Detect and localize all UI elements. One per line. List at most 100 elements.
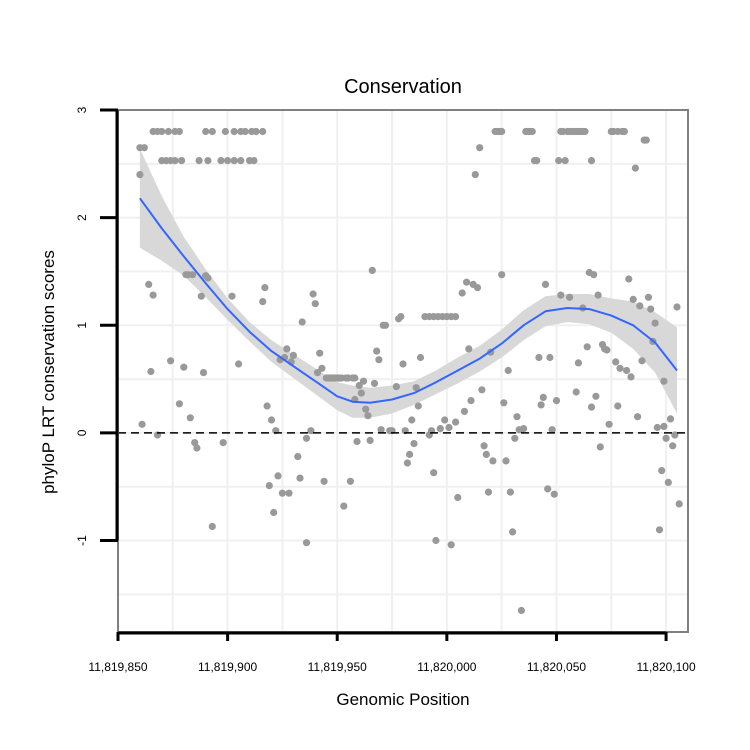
data-point xyxy=(513,413,521,421)
data-point xyxy=(574,359,583,367)
data-point xyxy=(208,127,216,136)
data-point xyxy=(414,402,422,410)
data-point xyxy=(620,127,629,136)
data-point xyxy=(465,345,473,353)
data-point xyxy=(463,278,471,286)
x-tick-label: 11,819,950 xyxy=(308,660,367,674)
data-point xyxy=(140,144,148,152)
data-point xyxy=(259,298,267,306)
data-point xyxy=(460,407,468,415)
data-point xyxy=(274,472,282,480)
data-point xyxy=(259,127,267,136)
data-point xyxy=(520,425,528,433)
data-point xyxy=(410,440,418,448)
data-point xyxy=(375,356,383,364)
data-point xyxy=(175,400,183,408)
data-point xyxy=(596,443,604,451)
data-point xyxy=(221,127,229,136)
data-point xyxy=(636,302,644,310)
data-point xyxy=(145,280,153,288)
data-point xyxy=(612,358,620,366)
data-point xyxy=(647,305,655,313)
data-point xyxy=(265,482,273,490)
data-point xyxy=(219,439,227,447)
data-point xyxy=(195,157,203,165)
data-point xyxy=(283,345,291,353)
data-point xyxy=(441,416,449,424)
data-point xyxy=(480,442,488,450)
data-point xyxy=(199,369,208,377)
data-point xyxy=(581,127,589,136)
data-point xyxy=(658,467,666,475)
data-point xyxy=(548,426,556,434)
data-point xyxy=(167,357,175,365)
x-axis-title: Genomic Position xyxy=(336,690,469,709)
data-point xyxy=(471,171,479,179)
data-point xyxy=(651,319,659,327)
data-point xyxy=(381,321,390,329)
y-axis-title: phyloP LRT conservation scores xyxy=(39,250,58,494)
data-point xyxy=(447,541,455,549)
data-point xyxy=(230,157,238,165)
data-point xyxy=(237,157,245,165)
smooth-line xyxy=(139,197,678,404)
data-point xyxy=(572,388,580,396)
data-point xyxy=(614,402,622,410)
data-point xyxy=(357,389,365,397)
data-point xyxy=(285,489,293,497)
data-point xyxy=(533,157,541,165)
y-tick-label: 3 xyxy=(75,106,89,113)
data-point xyxy=(406,450,414,458)
data-point xyxy=(180,363,188,371)
data-point xyxy=(373,347,381,355)
data-point xyxy=(204,274,212,282)
data-point xyxy=(136,171,144,179)
data-point xyxy=(476,144,484,152)
data-point xyxy=(340,502,348,510)
data-point xyxy=(603,346,611,354)
data-point xyxy=(432,536,440,545)
data-point xyxy=(627,373,635,381)
data-point xyxy=(561,157,569,165)
data-point xyxy=(550,490,558,498)
data-point xyxy=(309,290,317,298)
data-point xyxy=(605,420,613,428)
data-point xyxy=(364,412,372,420)
data-point xyxy=(278,489,286,497)
data-point xyxy=(366,436,374,444)
data-point xyxy=(164,127,172,136)
data-point xyxy=(302,434,311,442)
data-point xyxy=(412,384,420,392)
y-axis: -1 0 1 2 3 xyxy=(75,106,119,546)
data-point xyxy=(298,318,306,326)
data-point xyxy=(675,500,683,508)
data-point xyxy=(416,353,425,362)
data-point xyxy=(397,313,405,321)
data-point xyxy=(261,284,269,292)
data-point xyxy=(541,280,550,288)
data-point xyxy=(202,127,210,136)
data-point xyxy=(320,477,328,485)
data-point xyxy=(498,127,506,136)
data-point xyxy=(307,427,315,435)
data-point xyxy=(370,379,379,387)
data-point xyxy=(316,349,324,357)
data-point xyxy=(638,357,646,365)
data-point xyxy=(625,275,633,283)
data-point xyxy=(669,442,677,450)
data-point xyxy=(230,127,238,136)
data-point xyxy=(664,478,672,486)
data-point xyxy=(318,364,326,372)
y-tick-label: -1 xyxy=(75,535,89,546)
data-point xyxy=(138,420,146,428)
data-point xyxy=(508,528,517,536)
data-point xyxy=(270,508,278,517)
y-tick-label: 2 xyxy=(75,214,89,221)
data-point xyxy=(368,266,376,274)
data-point xyxy=(478,386,486,394)
x-tick-label: 11,820,050 xyxy=(527,660,586,674)
data-point xyxy=(655,526,664,534)
data-point xyxy=(252,127,260,136)
data-point xyxy=(392,383,400,391)
data-point xyxy=(539,393,547,401)
